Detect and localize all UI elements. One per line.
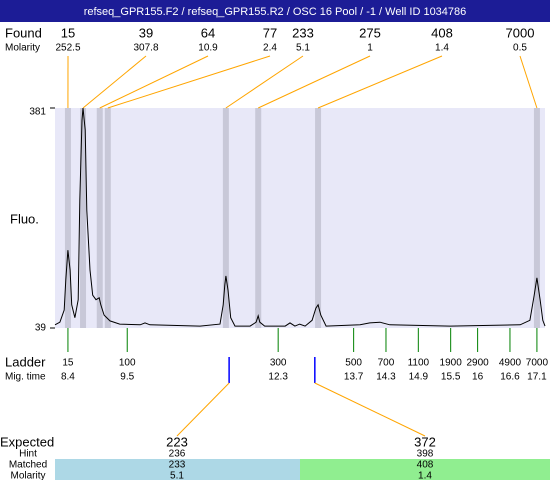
peak-band	[80, 108, 87, 328]
title-bar	[0, 0, 550, 22]
expected-hint: 236	[169, 449, 186, 460]
ladder-time: 13.7	[344, 372, 364, 383]
expected-molarity: 5.1	[170, 471, 184, 480]
found-size: 275	[359, 25, 381, 40]
mig-time-label: Mig. time	[5, 372, 46, 383]
peak-connector	[317, 55, 443, 109]
molarity-label: Molarity	[5, 43, 40, 54]
hint-label: Hint	[19, 449, 37, 460]
ladder-time: 16	[472, 372, 484, 383]
found-molarity: 2.4	[263, 43, 277, 54]
peak-band	[255, 108, 262, 328]
ladder-time: 8.4	[61, 372, 75, 383]
found-size: 64	[201, 25, 215, 40]
trace	[54, 107, 546, 327]
found-molarity: 0.5	[513, 43, 527, 54]
y-axis-label: Fluo.	[10, 211, 39, 226]
ladder-size: 7000	[526, 358, 549, 369]
expected-label: Expected	[0, 434, 54, 449]
ladder-time: 14.9	[409, 372, 429, 383]
found-size: 77	[263, 25, 277, 40]
ladder-size: 100	[119, 358, 136, 369]
expected-size: 372	[414, 434, 436, 449]
ladder-time: 15.5	[441, 372, 461, 383]
ladder-time: 14.3	[376, 372, 396, 383]
peak-band	[315, 108, 322, 328]
found-molarity: 1.4	[435, 43, 449, 54]
found-size: 233	[292, 25, 314, 40]
found-molarity: 1	[367, 43, 373, 54]
y-tick-label: 381	[29, 107, 46, 118]
ladder-label: Ladder	[5, 354, 46, 369]
match-bg	[300, 459, 550, 480]
peak-connector	[225, 55, 304, 109]
expected-connector	[176, 382, 230, 437]
peak-connector	[82, 55, 147, 109]
ladder-size: 500	[345, 358, 362, 369]
expected-matched: 408	[417, 460, 434, 471]
found-size: 15	[61, 25, 75, 40]
peak-connector	[107, 55, 271, 109]
ladder-time: 17.1	[527, 372, 547, 383]
found-molarity: 5.1	[296, 43, 310, 54]
ladder-size: 1100	[408, 358, 430, 369]
found-molarity: 252.5	[55, 43, 80, 54]
ladder-size: 15	[62, 358, 74, 369]
peak-connector	[99, 55, 209, 109]
ladder-size: 300	[270, 358, 287, 369]
exp-molarity-label: Molarity	[10, 471, 45, 480]
expected-matched: 233	[169, 460, 186, 471]
expected-connector	[314, 382, 426, 437]
peak-connector	[519, 55, 538, 109]
peak-band	[96, 108, 103, 328]
peak-band	[64, 108, 71, 328]
found-molarity: 10.9	[198, 43, 218, 54]
expected-size: 223	[166, 434, 188, 449]
peak-band	[104, 108, 111, 328]
found-size: 7000	[506, 25, 535, 40]
found-label: Found	[5, 25, 42, 40]
match-bg	[55, 459, 300, 480]
ladder-time: 16.6	[500, 372, 520, 383]
ladder-time: 12.3	[268, 372, 288, 383]
expected-hint: 398	[417, 449, 434, 460]
matched-label: Matched	[9, 460, 47, 471]
ladder-size: 1900	[440, 358, 463, 369]
peak-band	[533, 108, 540, 328]
ladder-size: 2900	[466, 358, 489, 369]
expected-molarity: 1.4	[418, 471, 432, 480]
ladder-size: 700	[378, 358, 395, 369]
peak-band	[222, 108, 229, 328]
y-tick-label: 39	[35, 323, 47, 334]
found-molarity: 307.8	[133, 43, 158, 54]
title: refseq_GPR155.F2 / refseq_GPR155.R2 / OS…	[84, 6, 467, 18]
plot-area	[55, 108, 545, 328]
ladder-size: 4900	[499, 358, 522, 369]
found-size: 408	[431, 25, 453, 40]
found-size: 39	[139, 25, 153, 40]
peak-connector	[258, 55, 371, 109]
ladder-time: 9.5	[120, 372, 134, 383]
